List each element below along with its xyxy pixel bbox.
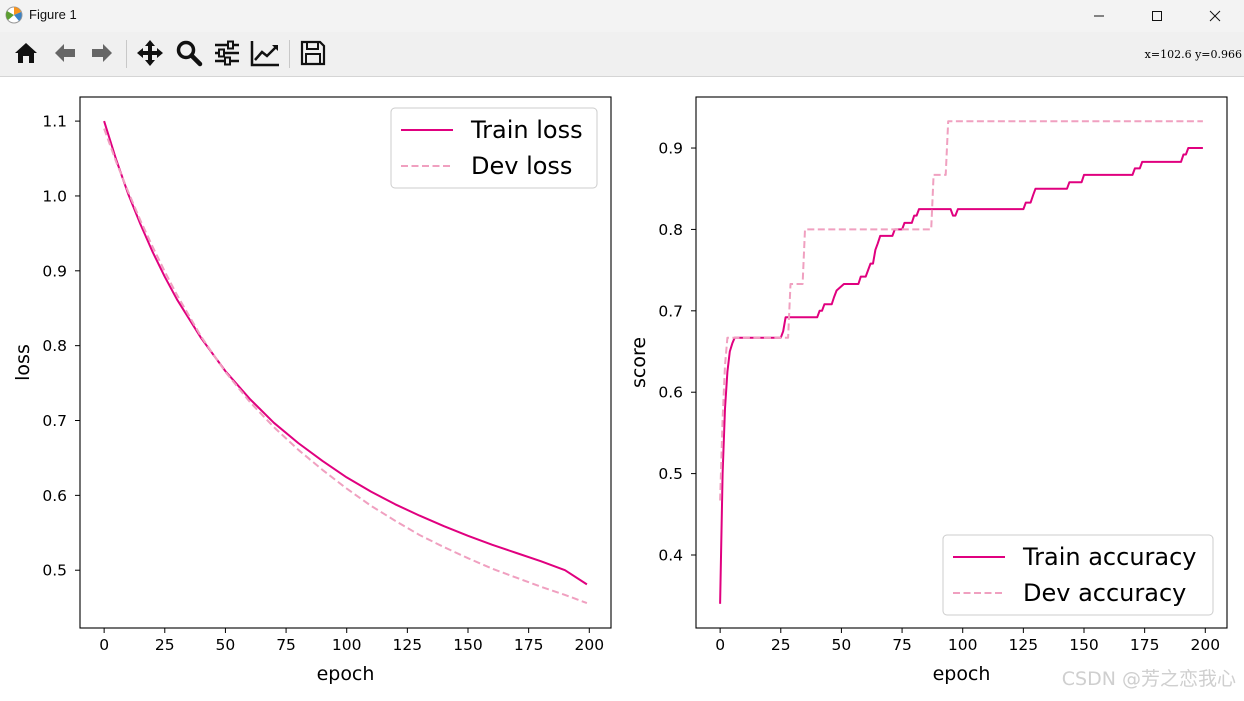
y-tick-label: 0.9	[658, 140, 683, 158]
y-axis-label: loss	[12, 344, 34, 381]
x-tick-label: 150	[453, 636, 483, 654]
y-tick-label: 0.6	[42, 487, 67, 505]
x-tick-label: 175	[514, 636, 544, 654]
navigation-toolbar: x=102.6 y=0.966	[0, 32, 1244, 77]
save-button[interactable]	[298, 38, 328, 68]
legend-label: Train accuracy	[1022, 543, 1197, 571]
y-tick-label: 0.9	[42, 262, 67, 280]
home-icon	[15, 43, 37, 63]
y-tick-label: 0.4	[658, 546, 683, 564]
minimize-button[interactable]	[1070, 0, 1128, 32]
x-tick-label: 125	[1009, 636, 1039, 654]
back-arrow-icon	[55, 44, 75, 62]
axes-frame	[695, 96, 1228, 629]
y-tick-label: 0.5	[658, 465, 683, 483]
zoom-button[interactable]	[174, 38, 204, 68]
window-title: Figure 1	[29, 7, 77, 22]
x-tick-label: 25	[771, 636, 791, 654]
y-tick-label: 0.7	[658, 302, 683, 320]
x-tick-label: 0	[99, 636, 109, 654]
x-tick-label: 150	[1069, 636, 1099, 654]
home-button[interactable]	[11, 38, 41, 68]
subplots-button[interactable]	[212, 38, 242, 68]
series-line-train-accuracy	[719, 147, 1203, 604]
y-tick-label: 0.5	[42, 562, 67, 580]
x-tick-label: 50	[832, 636, 852, 654]
y-axis-label: score	[628, 337, 650, 388]
y-tick-label: 0.7	[42, 412, 67, 430]
customize-icon	[250, 41, 279, 67]
x-tick-label: 125	[393, 636, 423, 654]
watermark: CSDN @芳之恋我心	[1061, 668, 1236, 690]
maximize-button[interactable]	[1128, 0, 1186, 32]
cursor-coordinates: x=102.6 y=0.966	[1144, 48, 1242, 61]
x-tick-label: 75	[892, 636, 912, 654]
forward-arrow-icon	[92, 44, 112, 62]
y-tick-label: 0.6	[658, 384, 683, 402]
x-tick-label: 100	[948, 636, 978, 654]
window-title-bar: Figure 1	[0, 0, 1244, 32]
x-tick-label: 75	[276, 636, 296, 654]
y-tick-label: 1.1	[42, 113, 67, 131]
x-tick-label: 175	[1130, 636, 1160, 654]
series-line-dev-loss	[103, 128, 588, 605]
x-tick-label: 50	[216, 636, 236, 654]
figure-svg: 0 25 50 75 100 125 150 175 200 0.5 0.6 0.7 0.8 0.9 1.0…	[12, 96, 1228, 685]
y-tick-label: 0.8	[658, 221, 683, 239]
matplotlib-icon	[5, 6, 23, 24]
toolbar-separator	[289, 40, 290, 68]
y-tick-label: 0.8	[42, 337, 67, 355]
forward-button[interactable]	[87, 38, 117, 68]
legend-box	[942, 534, 1214, 616]
pan-button[interactable]	[135, 38, 165, 68]
legend-box	[390, 107, 598, 189]
x-tick-label: 200	[1190, 636, 1220, 654]
legend-label: Dev accuracy	[1023, 579, 1186, 607]
x-tick-label: 100	[332, 636, 362, 654]
series-line-train-loss	[103, 120, 588, 586]
legend-label: Dev loss	[471, 152, 572, 180]
toolbar-separator	[126, 40, 127, 68]
close-icon	[1209, 10, 1221, 22]
subplots-icon	[215, 40, 239, 66]
customize-button[interactable]	[250, 38, 280, 68]
save-icon	[300, 40, 326, 66]
back-button[interactable]	[50, 38, 80, 68]
maximize-icon	[1152, 11, 1162, 21]
x-tick-label: 200	[574, 636, 604, 654]
axes-frame	[79, 96, 612, 629]
x-axis-label: epoch	[317, 663, 375, 685]
series-line-dev-accuracy	[719, 120, 1203, 501]
zoom-icon	[176, 40, 203, 67]
pan-icon	[137, 40, 163, 66]
x-tick-label: 0	[715, 636, 725, 654]
close-button[interactable]	[1186, 0, 1244, 32]
legend-label: Train loss	[470, 116, 583, 144]
x-tick-label: 25	[155, 636, 175, 654]
y-tick-label: 1.0	[42, 187, 67, 205]
figure-canvas[interactable]: 0 25 50 75 100 125 150 175 200 0.5 0.6 0.7 0.8 0.9 1.0…	[0, 77, 1244, 697]
minimize-icon	[1094, 15, 1104, 17]
x-axis-label: epoch	[933, 663, 991, 685]
